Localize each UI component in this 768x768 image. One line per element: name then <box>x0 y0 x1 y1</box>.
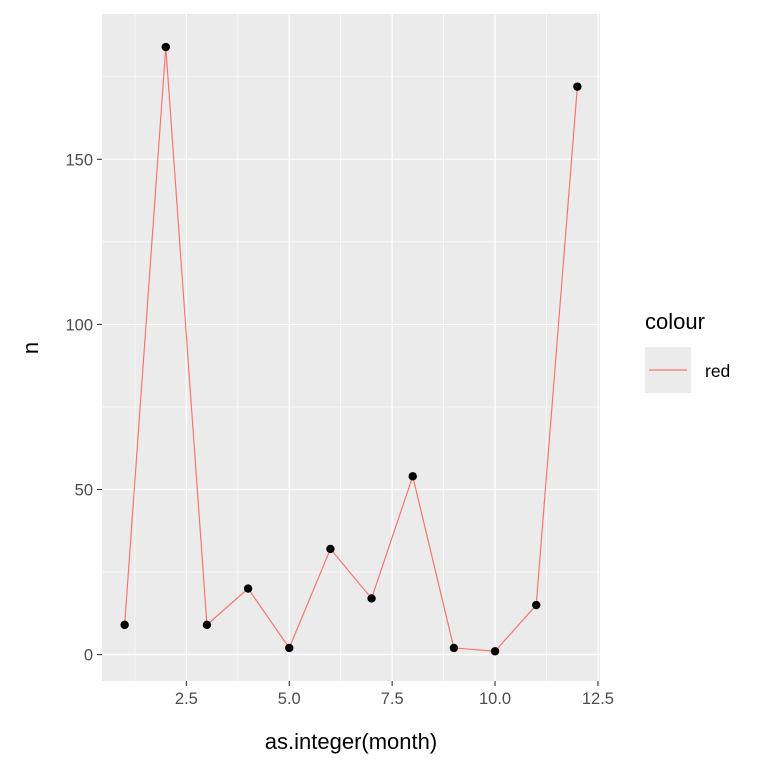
data-point <box>326 544 335 554</box>
data-point <box>202 620 212 630</box>
data-point <box>449 643 459 653</box>
legend-title: colour <box>645 309 705 334</box>
major-gridlines <box>102 14 600 681</box>
x-axis-ticks: 2.5 5.0 7.5 10.0 12.5 <box>175 681 614 708</box>
data-point <box>367 594 376 603</box>
y-tick-label: 0 <box>84 647 93 665</box>
data-point <box>532 600 541 610</box>
plot-panel <box>102 14 600 681</box>
y-axis-title: n <box>18 342 43 354</box>
y-tick-label: 50 <box>75 481 93 499</box>
data-point <box>285 643 294 653</box>
y-axis-ticks: 0 50 100 150 <box>65 151 102 665</box>
data-point <box>408 472 417 481</box>
y-tick-label: 150 <box>65 151 93 169</box>
data-point <box>120 620 129 630</box>
x-axis-title: as.integer(month) <box>265 729 437 754</box>
data-point <box>243 584 253 593</box>
series-line-red <box>124 46 578 652</box>
x-tick-label: 7.5 <box>381 690 404 708</box>
data-point <box>573 82 582 91</box>
x-tick-label: 12.5 <box>582 690 614 708</box>
minor-gridlines <box>102 14 600 681</box>
y-tick-label: 100 <box>65 316 93 334</box>
data-points <box>120 42 582 656</box>
x-tick-label: 5.0 <box>278 690 301 708</box>
legend-label-red: red <box>705 361 730 381</box>
x-tick-label: 2.5 <box>175 690 198 708</box>
data-point <box>161 42 170 52</box>
x-tick-label: 10.0 <box>479 690 511 708</box>
data-point <box>490 647 500 656</box>
legend: colour red <box>645 309 730 393</box>
